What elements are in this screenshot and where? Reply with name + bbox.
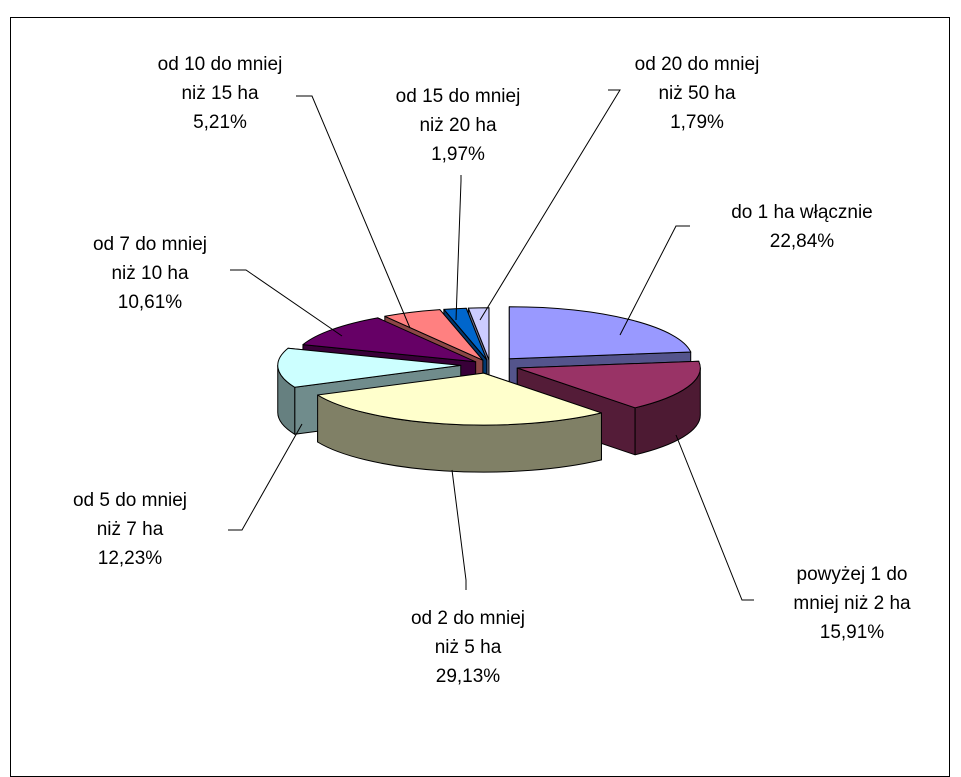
slice-label-2: powyżej 1 do mniej niż 2 ha 15,91%	[793, 564, 911, 643]
leader-line-6	[296, 95, 411, 329]
leader-line-5	[230, 269, 343, 337]
leader-line-1	[619, 225, 690, 336]
slice-label-line: do 1 ha włącznie	[731, 202, 873, 223]
slice-label-line: niż 7 ha	[97, 519, 164, 540]
slice-label-line: od 7 do mniej	[93, 234, 207, 255]
slice-label-3: od 2 do mniej niż 5 ha 29,13%	[411, 608, 525, 687]
slice-label-line: niż 5 ha	[435, 637, 502, 658]
slice-value-label: 10,61%	[118, 292, 183, 313]
slice-label-1: do 1 ha włącznie 22,84%	[731, 202, 873, 252]
slice-label-line: od 2 do mniej	[411, 608, 525, 629]
slice-value-label: 29,13%	[436, 666, 501, 687]
slice-value-label: 1,79%	[670, 112, 724, 133]
slice-value-label: 12,23%	[98, 548, 163, 569]
slice-label-line: od 15 do mniej	[396, 86, 521, 107]
slice-label-line: od 5 do mniej	[73, 490, 187, 511]
slice-value-label: 5,21%	[193, 112, 247, 133]
slice-label-line: niż 20 ha	[419, 115, 497, 136]
slice-7	[443, 307, 488, 361]
slice-value-label: 22,84%	[770, 231, 835, 252]
slice-label-8: od 20 do mniej niż 50 ha 1,79%	[635, 54, 760, 133]
slice-labels: do 1 ha włącznie 22,84% powyżej 1 do mniej …	[73, 54, 911, 687]
slice-1	[508, 306, 692, 360]
slice-label-line: powyżej 1 do	[797, 564, 908, 585]
slice-label-7: od 15 do mniej niż 20 ha 1,97%	[396, 86, 521, 165]
slice-label-line: mniej niż 2 ha	[793, 593, 911, 614]
slice-2	[516, 360, 701, 409]
slice-label-5: od 7 do mniej niż 10 ha 10,61%	[93, 234, 207, 313]
slice-8	[467, 307, 490, 361]
leader-line-7	[455, 175, 462, 321]
slice-label-line: niż 15 ha	[181, 83, 259, 104]
slice-3	[317, 372, 602, 426]
slice-label-line: niż 50 ha	[658, 83, 736, 104]
slice-label-6: od 10 do mniej niż 15 ha 5,21%	[158, 54, 283, 133]
leader-line-4	[228, 423, 303, 531]
slice-6	[384, 309, 484, 361]
slice-value-label: 1,97%	[431, 144, 485, 165]
leader-line-3	[451, 469, 467, 590]
pie-layer	[277, 306, 701, 473]
slice-label-line: niż 10 ha	[111, 263, 189, 284]
leader-lines	[228, 89, 754, 601]
slice-label-4: od 5 do mniej niż 7 ha 12,23%	[73, 490, 187, 569]
slice-label-line: od 20 do mniej	[635, 54, 760, 75]
slice-label-line: od 10 do mniej	[158, 54, 283, 75]
slice-4	[277, 347, 462, 388]
leader-line-2	[675, 434, 754, 601]
slice-value-label: 15,91%	[820, 622, 885, 643]
leader-line-8	[479, 89, 621, 321]
